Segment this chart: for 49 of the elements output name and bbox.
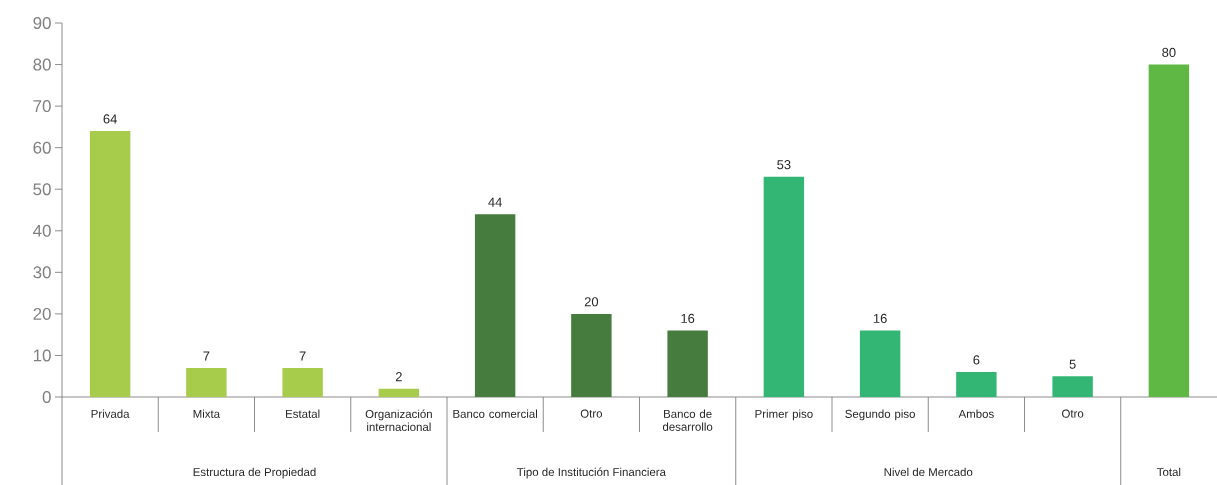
text: Estructura de Propiedad: [193, 467, 316, 479]
data-label: 5: [1069, 359, 1076, 369]
bar: [186, 367, 227, 397]
y-tick-label: 90: [33, 17, 51, 30]
x-tick-label: Otro: [1062, 409, 1084, 418]
y-tick-label: 70: [33, 100, 51, 113]
text: Tipo de Institución Financiera: [517, 467, 666, 479]
data-label: 64: [103, 114, 117, 124]
y-tick-label: 50: [33, 183, 51, 196]
data-label: 80: [1162, 47, 1176, 58]
data-label: 2: [395, 372, 402, 382]
y-tick-label: 20: [33, 307, 51, 320]
text: Total: [1157, 467, 1181, 477]
x-tick-label: Primer piso: [755, 409, 813, 421]
data-label: 20: [584, 297, 599, 307]
x-tick-label: Banco comercial: [453, 409, 538, 418]
data-label: 16: [681, 313, 695, 323]
x-tick-label: Privada: [91, 409, 130, 418]
data-label: 44: [488, 197, 502, 207]
x-tick-label: Mixta: [193, 409, 221, 418]
x-tick-label: Segundo piso: [845, 409, 915, 421]
bar: [474, 214, 516, 397]
x-tick-label: Ambos: [958, 409, 994, 418]
data-label: 7: [203, 351, 210, 361]
bar: [859, 330, 901, 397]
data-label: 53: [777, 160, 791, 170]
x-tick-label: Otro: [580, 409, 603, 418]
bar: [1148, 64, 1190, 397]
y-tick-label: 30: [33, 266, 51, 279]
bar: [89, 131, 131, 397]
data-label: 7: [299, 351, 306, 361]
bar: [571, 313, 612, 397]
y-tick-label: 80: [33, 58, 51, 71]
y-tick-label: 0: [42, 391, 51, 403]
y-tick-label: 10: [33, 349, 51, 362]
x-tick-label: Organización internacional: [365, 409, 432, 432]
bar: [956, 372, 997, 397]
bar: [667, 330, 708, 397]
text: Nivel de Mercado: [884, 467, 973, 477]
bar: [763, 176, 805, 397]
bar: [282, 367, 323, 397]
bar: [1052, 376, 1093, 397]
bar: [378, 388, 420, 397]
y-tick-label: 60: [33, 141, 51, 154]
data-label: 6: [973, 355, 980, 365]
data-label: 16: [873, 313, 887, 323]
x-tick-label: Banco de desarrollo: [662, 409, 713, 431]
x-tick-label: Estatal: [286, 409, 320, 418]
y-tick-label: 40: [33, 224, 51, 237]
